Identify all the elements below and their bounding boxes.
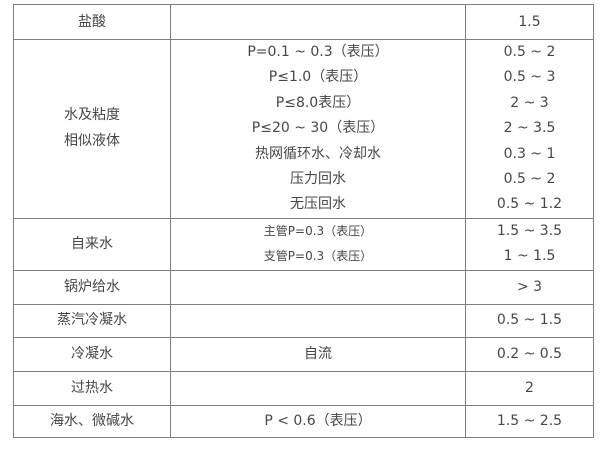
condition-text: 自流 (304, 345, 332, 362)
value-text: 0.2 ~ 0.5 (496, 345, 563, 362)
value-cell: 0.5 ~ 2 0.5 ~ 3 2 ~ 3 2 ~ 3.5 0.3 ~ 1 0.5 ~ 2… (465, 39, 594, 219)
condition-cell: P < 0.6（表压） (170, 404, 466, 438)
flow-velocity-table: 盐酸 1.5 水及粘度相似液体 P=0.1 ~ 0.3（表压） P≤1.0（表压） P≤8… (13, 4, 594, 438)
condition-text: P≤8.0表压） (275, 94, 361, 111)
condition-cell (170, 370, 466, 406)
value-text: 2 ~ 3.5 (503, 120, 556, 137)
value-text: 0.3 ~ 1 (503, 145, 556, 162)
medium-text: 水及粘度 (64, 107, 120, 124)
table-body: 盐酸 1.5 水及粘度相似液体 P=0.1 ~ 0.3（表压） P≤1.0（表压） P≤8… (13, 4, 594, 438)
table-row: 盐酸 1.5 (13, 4, 594, 40)
medium-text: 蒸汽冷凝水 (57, 312, 127, 329)
condition-cell: 主管P=0.3（表压） 支管P=0.3（表压） (170, 217, 466, 271)
medium-cell: 盐酸 (13, 4, 171, 40)
table-row: 蒸汽冷凝水 0.5 ~ 1.5 (13, 303, 594, 338)
condition-text: P=0.1 ~ 0.3（表压） (247, 44, 389, 60)
medium-cell: 锅炉给水 (13, 269, 171, 305)
value-text: 1.5 ~ 2.5 (496, 412, 563, 429)
medium-cell: 自来水 (13, 217, 171, 271)
value-text: > 3 (516, 278, 543, 295)
medium-text: 冷凝水 (71, 345, 113, 362)
value-cell: 0.2 ~ 0.5 (465, 336, 594, 372)
condition-text: P≤20 ~ 30（表压） (251, 120, 385, 137)
table-row: 冷凝水 自流 0.2 ~ 0.5 (13, 336, 594, 372)
value-text: 2 ~ 3 (510, 94, 549, 111)
medium-cell: 冷凝水 (13, 336, 171, 372)
medium-text: 锅炉给水 (64, 278, 120, 295)
value-text: 0.5 ~ 3 (503, 69, 556, 86)
value-cell: > 3 (465, 269, 594, 305)
medium-cell: 海水、微碱水 (13, 404, 171, 438)
condition-text: P≤1.0（表压） (268, 69, 368, 86)
medium-cell: 过热水 (13, 370, 171, 406)
medium-cell: 蒸汽冷凝水 (13, 303, 171, 338)
table-row: 锅炉给水 > 3 (13, 269, 594, 305)
value-text: 0.5 ~ 1.5 (496, 312, 563, 329)
table-row: 水及粘度相似液体 P=0.1 ~ 0.3（表压） P≤1.0（表压） P≤8.0表压）… (13, 39, 594, 219)
condition-text: 无压回水 (290, 196, 346, 213)
value-text: 0.5 ~ 2 (503, 170, 556, 187)
medium-text: 过热水 (71, 379, 113, 396)
table-row: 过热水 2 (13, 370, 594, 406)
value-text: 1.5 ~ 3.5 (496, 222, 563, 239)
condition-text: 主管P=0.3（表压） (263, 223, 373, 238)
medium-cell: 水及粘度 相似液体 (13, 39, 171, 219)
condition-text: 压力回水 (290, 170, 346, 187)
condition-cell (170, 4, 466, 40)
value-cell: 0.5 ~ 1.5 (465, 303, 594, 338)
value-text: 1 ~ 1.5 (503, 248, 556, 265)
value-cell: 2 (465, 370, 594, 406)
value-text: 0.5 ~ 1.2 (496, 196, 563, 213)
condition-cell (170, 303, 466, 338)
table-row: 自来水 主管P=0.3（表压） 支管P=0.3（表压） 1.5 ~ 3.5 1 ~ 1.… (13, 217, 594, 271)
value-text: 0.5 ~ 2 (503, 44, 556, 60)
medium-text: 相似液体 (64, 132, 120, 149)
condition-cell: P=0.1 ~ 0.3（表压） P≤1.0（表压） P≤8.0表压） P≤20 ~ 3… (170, 39, 466, 219)
value-cell: 1.5 ~ 2.5 (465, 404, 594, 438)
value-text: 2 (525, 379, 534, 396)
medium-text: 盐酸 (78, 13, 106, 30)
condition-text: 热网循环水、冷却水 (255, 145, 381, 162)
value-text: 1.5 (518, 13, 541, 30)
value-cell: 1.5 (465, 4, 594, 40)
condition-cell: 自流 (170, 336, 466, 372)
medium-text: 自来水 (71, 235, 113, 252)
table-row: 海水、微碱水 P < 0.6（表压） 1.5 ~ 2.5 (13, 404, 594, 438)
medium-text: 海水、微碱水 (50, 412, 134, 429)
condition-text: 支管P=0.3（表压） (263, 249, 373, 264)
condition-cell (170, 269, 466, 305)
condition-text: P < 0.6（表压） (264, 412, 372, 429)
value-cell: 1.5 ~ 3.5 1 ~ 1.5 (465, 217, 594, 271)
